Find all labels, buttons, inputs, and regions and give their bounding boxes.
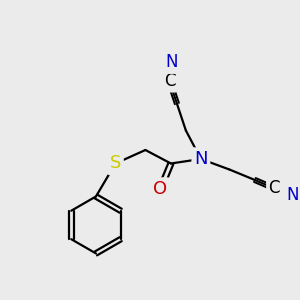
Text: O: O	[153, 180, 167, 198]
Text: N: N	[287, 186, 299, 204]
Text: C: C	[164, 72, 175, 90]
Text: S: S	[110, 154, 121, 172]
Text: N: N	[166, 53, 178, 71]
Text: C: C	[268, 179, 280, 197]
Text: N: N	[194, 150, 208, 168]
